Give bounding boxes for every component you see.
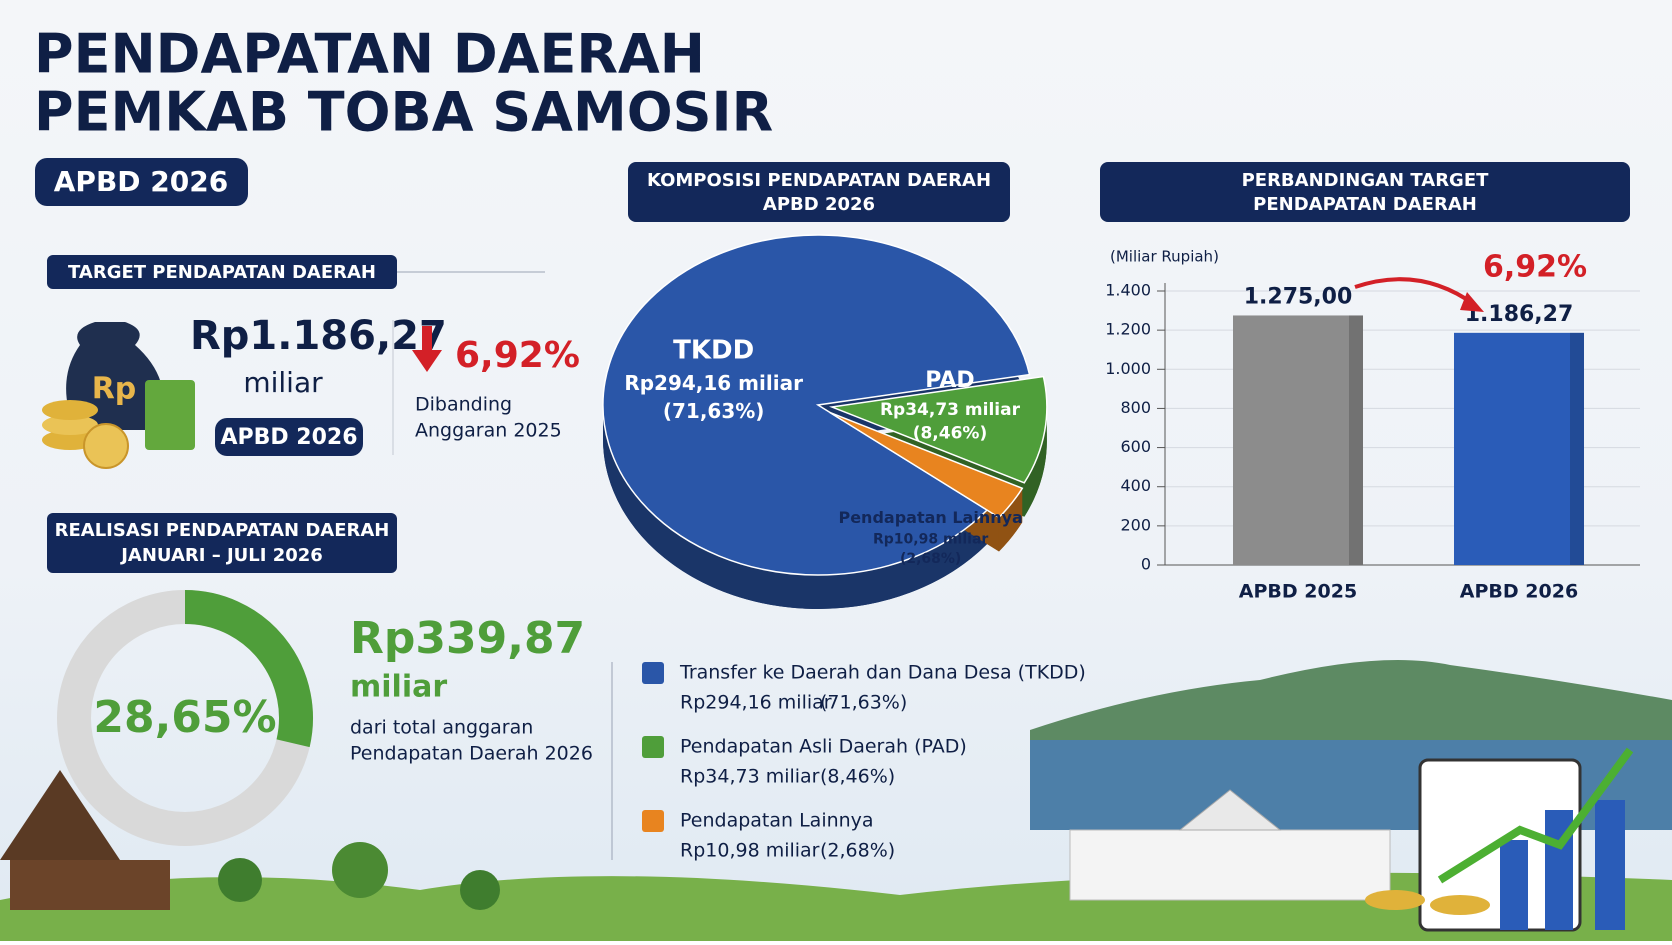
title-line: PEMKAB TOBA SAMOSIR — [34, 81, 773, 144]
slice-label: Pendapatan Lainnya — [838, 508, 1022, 527]
money-icon: Rp — [42, 322, 195, 469]
section-heading — [47, 513, 397, 573]
y-tick-label: 1.000 — [1105, 359, 1151, 378]
badge-text: APBD 2026 — [54, 165, 228, 198]
donut-arc — [184, 590, 313, 748]
badge — [35, 158, 248, 206]
target-change: 6,92% — [455, 335, 580, 376]
slice-label: PAD — [925, 368, 974, 393]
badge-text: APBD 2026 — [220, 425, 357, 450]
title-line: PENDAPATAN DAERAH — [34, 23, 705, 86]
legend-percent: (8,46%) — [820, 766, 895, 788]
slice — [828, 375, 1048, 484]
bar — [1454, 332, 1584, 565]
value-label: 1.275,00 — [1244, 284, 1353, 309]
slice-value: (2,68%) — [900, 551, 961, 567]
y-tick-label: 1.200 — [1105, 320, 1151, 339]
bar-shade — [1570, 332, 1584, 565]
svg-text:Rp: Rp — [92, 372, 137, 407]
legend-amount: Rp34,73 miliar — [680, 766, 820, 788]
section-heading — [47, 255, 397, 289]
slice-amount: Rp34,73 miliar — [880, 400, 1021, 420]
section-heading-text: JANUARI – JULI 2026 — [119, 545, 323, 566]
slice — [829, 411, 1024, 519]
y-tick-label: 400 — [1120, 476, 1151, 495]
target-amount: Rp1.186,27 — [190, 313, 447, 359]
y-tick-label: 1.400 — [1105, 281, 1151, 300]
bar — [1233, 315, 1363, 565]
section-heading-text: REALISASI PENDAPATAN DAERAH — [55, 520, 390, 541]
chart-title: PERBANDINGAN TARGET — [1242, 170, 1490, 191]
legend-percent: (71,63%) — [820, 692, 907, 714]
legend-label: Pendapatan Lainnya — [680, 810, 874, 832]
value-label: 1.186,27 — [1465, 302, 1574, 327]
down-arrow — [412, 326, 442, 372]
target-note: Dibanding — [415, 394, 512, 416]
legend-label: Pendapatan Asli Daerah (PAD) — [680, 736, 967, 758]
legend-amount: Rp294,16 miliar — [680, 692, 832, 714]
realisasi-note: Pendapatan Daerah 2026 — [350, 743, 593, 765]
chart-heading — [628, 162, 1010, 222]
slice-value: (71,63%) — [663, 399, 765, 423]
legend-swatch — [642, 810, 664, 832]
y-tick-label: 0 — [1141, 555, 1151, 574]
realisasi-note: dari total anggaran — [350, 717, 533, 739]
change-arrowhead — [1460, 292, 1484, 312]
chart-title: PENDAPATAN DAERAH — [1253, 194, 1477, 215]
slice-amount: Rp294,16 miliar — [624, 371, 803, 395]
chart-title: KOMPOSISI PENDAPATAN DAERAH — [647, 170, 991, 191]
section-heading-text: TARGET PENDAPATAN DAERAH — [68, 262, 376, 283]
target-note: Anggaran 2025 — [415, 420, 562, 442]
slice-value: (8,46%) — [913, 424, 988, 444]
slice-side — [603, 405, 988, 609]
chart-title: APBD 2026 — [763, 194, 875, 215]
x-tick-label: APBD 2026 — [1460, 581, 1578, 603]
bar-shade — [1349, 315, 1363, 565]
chart-heading — [1100, 162, 1630, 222]
legend-percent: (2,68%) — [820, 840, 895, 862]
y-tick-label: 600 — [1120, 437, 1151, 456]
badge — [215, 418, 363, 456]
legend-swatch — [642, 736, 664, 758]
target-unit: miliar — [243, 366, 323, 399]
slice — [602, 234, 1031, 576]
legend-label: Transfer ke Daerah dan Dana Desa (TKDD) — [679, 662, 1086, 684]
slice-side — [998, 488, 1023, 552]
y-axis-label: (Miliar Rupiah) — [1110, 248, 1219, 266]
y-tick-label: 200 — [1120, 515, 1151, 534]
realisasi-amount: Rp339,87 — [350, 613, 585, 664]
donut-value: 28,65% — [93, 692, 276, 743]
slice-amount: Rp10,98 miliar — [873, 531, 988, 547]
change-arrow — [1354, 277, 1477, 307]
slice-label: TKDD — [673, 335, 754, 365]
landscape — [0, 660, 1672, 941]
legend-amount: Rp10,98 miliar — [680, 840, 820, 862]
realisasi-unit: miliar — [350, 670, 447, 705]
y-tick-label: 800 — [1120, 398, 1151, 417]
x-tick-label: APBD 2025 — [1239, 581, 1357, 603]
legend-swatch — [642, 662, 664, 684]
change-annotation: 6,92% — [1483, 250, 1587, 285]
